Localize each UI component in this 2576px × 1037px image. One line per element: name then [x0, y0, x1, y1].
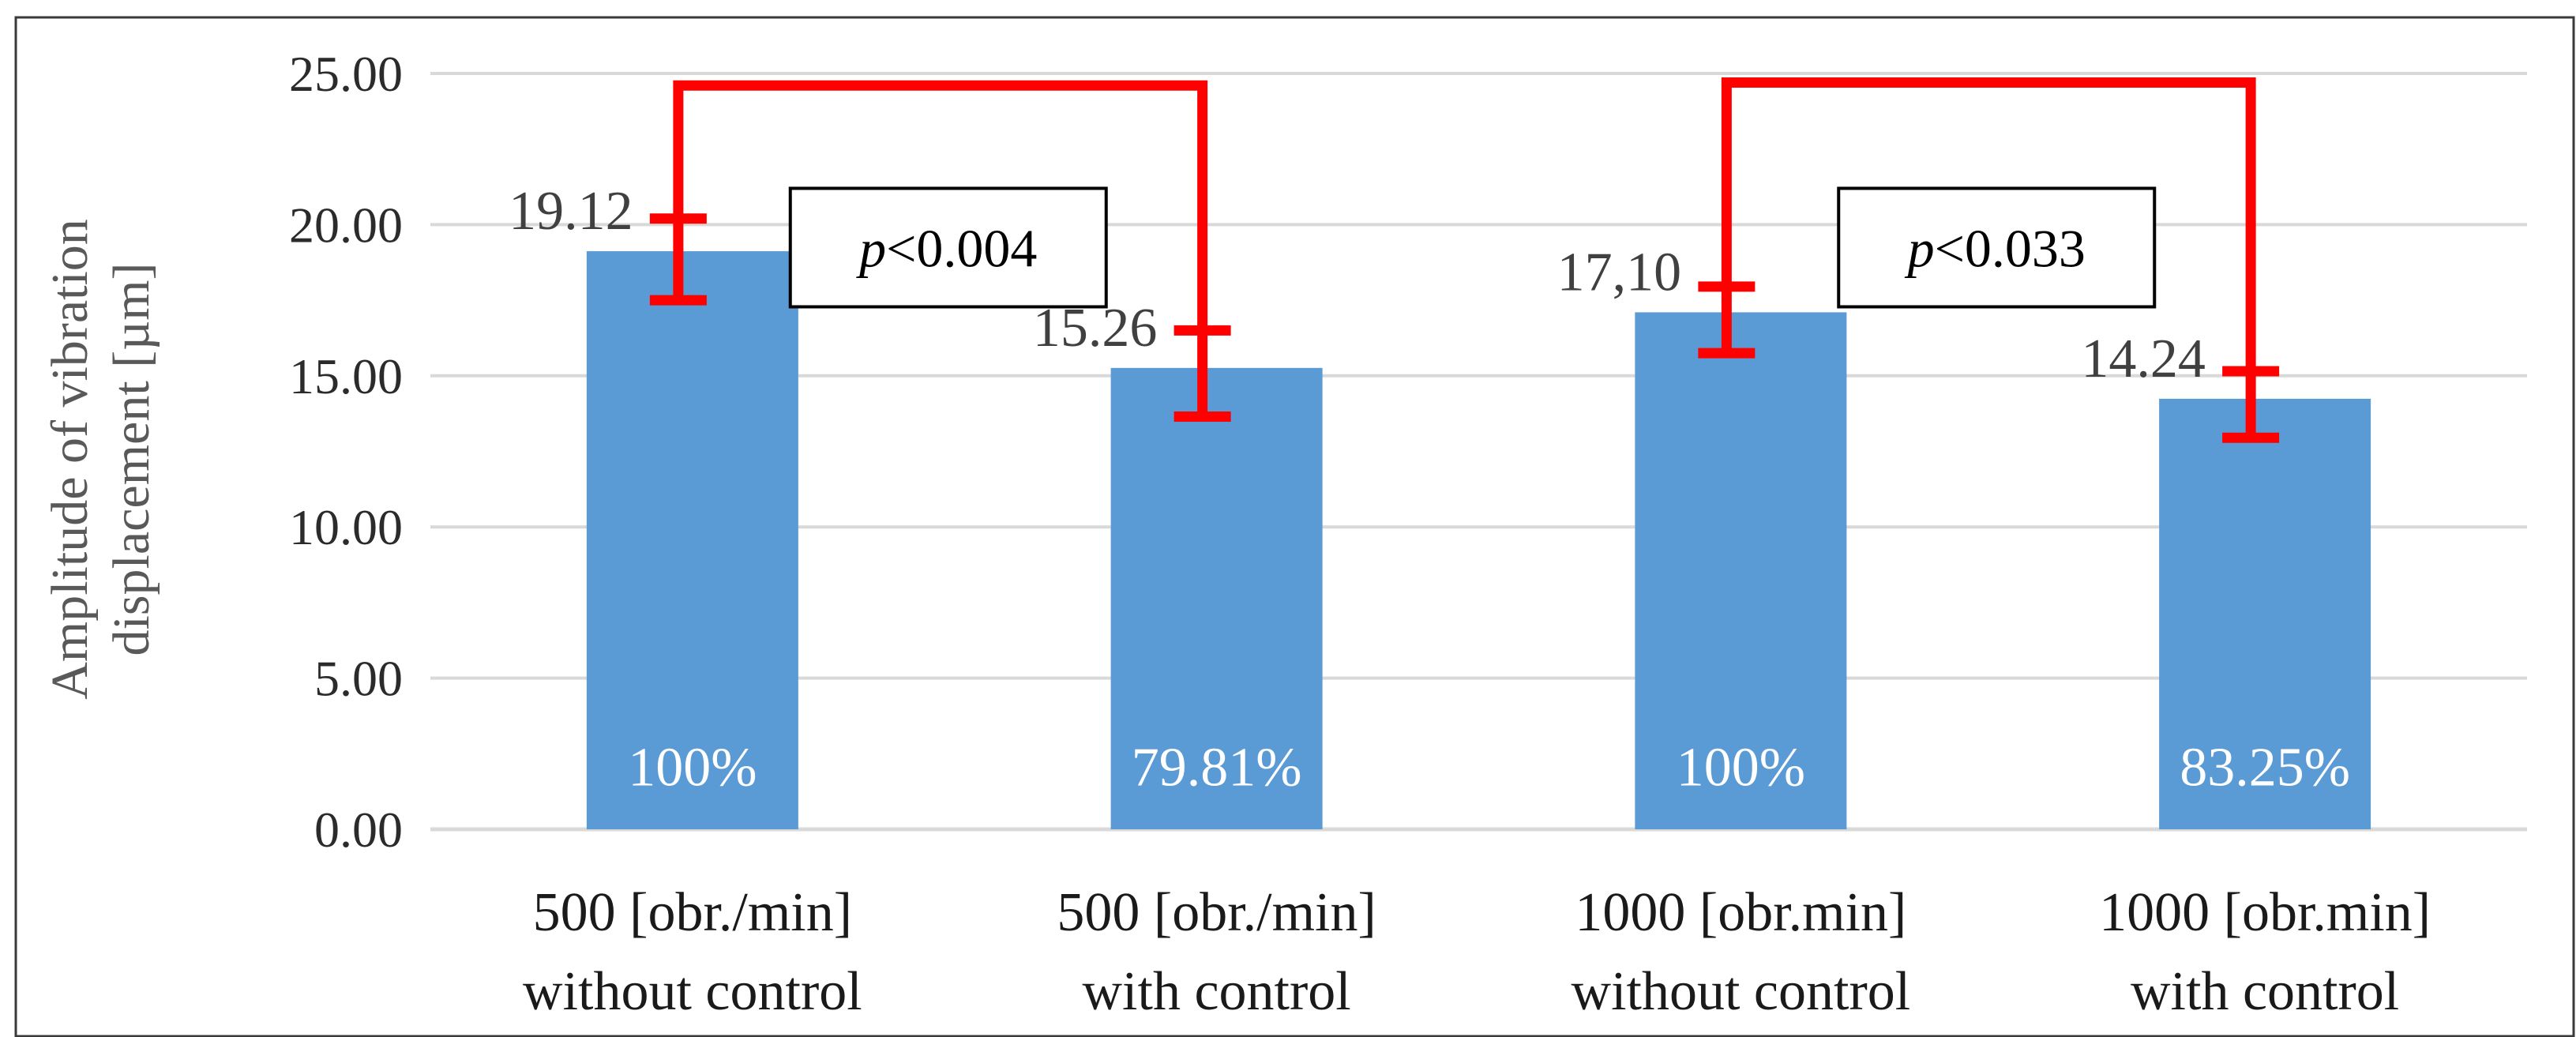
category-label-line: without control	[1572, 961, 1911, 1022]
p-threshold: <0.033	[1935, 218, 2086, 278]
percent-label: 100%	[628, 737, 757, 798]
category-label-line: with control	[2131, 961, 2399, 1022]
bar	[586, 251, 798, 829]
category-label-line: without control	[523, 961, 862, 1022]
category-label: 1000 [obr.min] with control	[2099, 882, 2431, 1022]
percent-label: 100%	[1677, 737, 1805, 798]
p-threshold: <0.004	[886, 218, 1037, 278]
value-label: 17,10	[1557, 242, 1682, 302]
y-tick-label: 25.00	[289, 46, 403, 102]
y-axis-label-line: Amplitude of vibration	[41, 219, 99, 700]
p-symbol: p	[856, 218, 886, 278]
significance-bracket: p<0.033	[1721, 77, 2256, 372]
p-value-box	[788, 186, 1108, 309]
y-axis-label: Amplitude of vibrationdisplacement [µm]	[41, 219, 160, 700]
y-axis-label-line: displacement [µm]	[103, 262, 160, 656]
y-axis-title: Amplitude of vibrationdisplacement [µm]	[41, 219, 160, 700]
category-label: 500 [obr./min] with control	[1057, 882, 1376, 1022]
y-tick-label: 20.00	[289, 197, 403, 253]
category-label: 1000 [obr.min] without control	[1572, 882, 1911, 1022]
category-label-line: 1000 [obr.min]	[1575, 882, 1906, 943]
category-label: 500 [obr./min] without control	[523, 882, 862, 1022]
value-label: 15.26	[1033, 298, 1158, 359]
y-tick-label: 10.00	[289, 499, 403, 555]
significance-bracket: p<0.004	[673, 80, 1208, 331]
y-tick-label: 5.00	[314, 651, 403, 707]
percent-label: 83.25%	[2180, 737, 2350, 798]
bracket-line	[1721, 77, 2256, 372]
category-label-line: 1000 [obr.min]	[2099, 882, 2431, 943]
bar	[2159, 398, 2371, 829]
y-tick-label: 0.00	[314, 802, 403, 858]
bars	[586, 251, 2371, 830]
p-value-label: p<0.033	[1905, 218, 2086, 278]
p-value-box	[1837, 186, 2157, 309]
bar	[1110, 367, 1323, 830]
category-label-line: 500 [obr./min]	[1057, 882, 1376, 943]
error-bars	[649, 213, 2280, 443]
percent-label: 79.81%	[1132, 737, 1302, 798]
significance-brackets: p<0.004 p<0.033	[673, 77, 2256, 372]
bracket-line	[673, 80, 1208, 331]
category-label-line: with control	[1083, 961, 1351, 1022]
p-value-label: p<0.004	[856, 218, 1037, 278]
y-tick-label: 15.00	[289, 348, 403, 404]
category-label-line: 500 [obr./min]	[533, 882, 852, 943]
value-label: 14.24	[2081, 329, 2206, 389]
p-symbol: p	[1905, 218, 1935, 278]
data-labels: 19.12 100% 15.26 79.81% 17,10 100% 14.24 83.25%	[509, 181, 2350, 798]
value-label: 19.12	[509, 181, 633, 242]
bar	[1635, 312, 1847, 829]
y-axis-ticks: 0.00 5.00 10.00 15.00 20.00 25.00	[289, 46, 403, 858]
